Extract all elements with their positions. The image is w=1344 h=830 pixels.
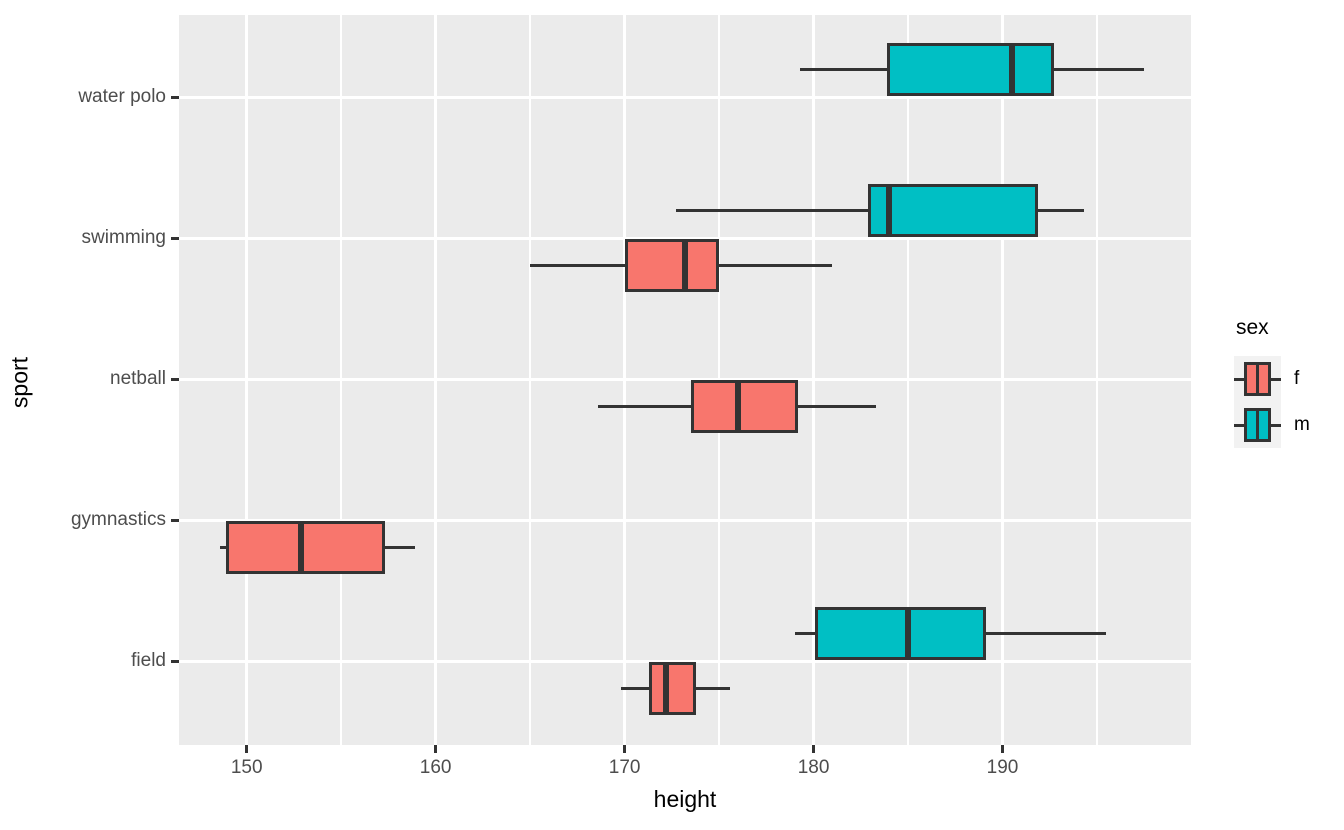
boxplot-median: [734, 383, 741, 430]
x-tick-mark: [812, 745, 816, 753]
boxplot-median: [298, 524, 305, 571]
y-tick-mark: [171, 518, 179, 522]
y-tick-mark: [171, 377, 179, 381]
y-tick-mark: [171, 236, 179, 240]
legend-key-boxplot-glyph: [1234, 356, 1281, 402]
category-gridline: [179, 659, 1191, 663]
legend-key-median: [1256, 365, 1259, 393]
boxplot-median: [905, 610, 912, 657]
boxplot-median: [886, 187, 893, 234]
boxplot-box: [624, 239, 720, 292]
legend-entry: m: [1234, 402, 1310, 448]
x-tick-label: 180: [797, 757, 830, 778]
y-tick-label: field: [131, 650, 166, 671]
boxplot-median: [1008, 46, 1015, 93]
legend-title: sex: [1236, 316, 1269, 339]
legend-entry: f: [1234, 356, 1310, 402]
boxplot-box: [690, 380, 799, 433]
category-gridline: [179, 377, 1191, 381]
x-tick-mark: [434, 745, 438, 753]
category-gridline: [179, 236, 1191, 240]
x-tick-mark: [245, 745, 249, 753]
x-tick-label: 190: [986, 757, 1019, 778]
legend-key-median: [1256, 411, 1259, 439]
boxplot-box: [815, 607, 986, 660]
category-gridline: [179, 95, 1191, 99]
boxplot-median: [682, 242, 689, 289]
y-tick-label: gymnastics: [70, 509, 166, 530]
y-tick-mark: [171, 659, 179, 663]
legend-label: f: [1294, 368, 1300, 389]
y-axis-title: sport: [6, 356, 33, 409]
x-axis-title: height: [653, 786, 717, 812]
x-tick-mark: [1001, 745, 1005, 753]
boxplot-box: [887, 43, 1054, 96]
boxplot-box: [868, 184, 1039, 237]
y-tick-label: swimming: [81, 227, 166, 248]
x-tick-label: 150: [230, 757, 263, 778]
y-tick-label: water polo: [78, 86, 166, 107]
legend-label: m: [1294, 414, 1310, 435]
boxplot-box: [649, 662, 697, 715]
x-tick-label: 170: [608, 757, 641, 778]
x-tick-mark: [623, 745, 627, 753]
x-tick-label: 160: [419, 757, 452, 778]
legend-key-box: [1244, 362, 1271, 396]
boxplot-box: [225, 521, 385, 574]
legend-key-boxplot-glyph: [1234, 402, 1281, 448]
y-tick-label: netball: [110, 368, 166, 389]
category-gridline: [179, 518, 1191, 522]
y-tick-mark: [171, 95, 179, 99]
boxplot-median: [663, 665, 670, 712]
plot-panel: [179, 15, 1191, 745]
legend-key-box: [1244, 408, 1271, 442]
